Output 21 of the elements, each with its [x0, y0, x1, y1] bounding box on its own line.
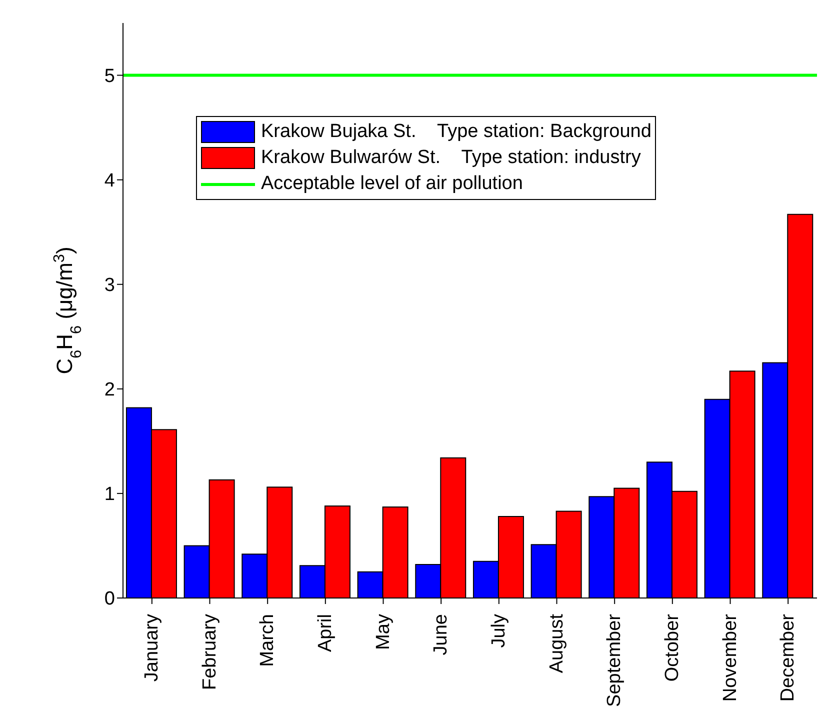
x-tick-label: June — [430, 614, 452, 656]
y-tick-label: 4 — [104, 170, 116, 192]
x-tick-label: September — [604, 613, 626, 707]
legend-label: Krakow Bujaka St. Type station: Background — [261, 121, 652, 143]
x-tick-label: May — [372, 614, 394, 650]
legend-label: Krakow Bulwarów St. Type station: industry — [261, 147, 641, 169]
x-tick-label: August — [546, 613, 568, 674]
y-tick-label: 5 — [104, 66, 115, 88]
x-tick-label: November — [720, 613, 741, 702]
x-tick-label: December — [778, 613, 799, 702]
x-tick-label: February — [199, 614, 220, 690]
x-tick-label: April — [314, 614, 336, 652]
y-tick-label: 0 — [104, 588, 115, 610]
x-tick-label: July — [488, 614, 510, 648]
x-tick-label: March — [257, 614, 278, 667]
x-tick-label: January — [141, 614, 162, 682]
legend-label: Acceptable level of air pollution — [261, 173, 523, 195]
y-tick-label: 3 — [104, 275, 115, 296]
y-tick-label: 2 — [104, 380, 115, 401]
y-tick-label: 1 — [104, 484, 115, 506]
x-tick-label: October — [662, 613, 683, 682]
